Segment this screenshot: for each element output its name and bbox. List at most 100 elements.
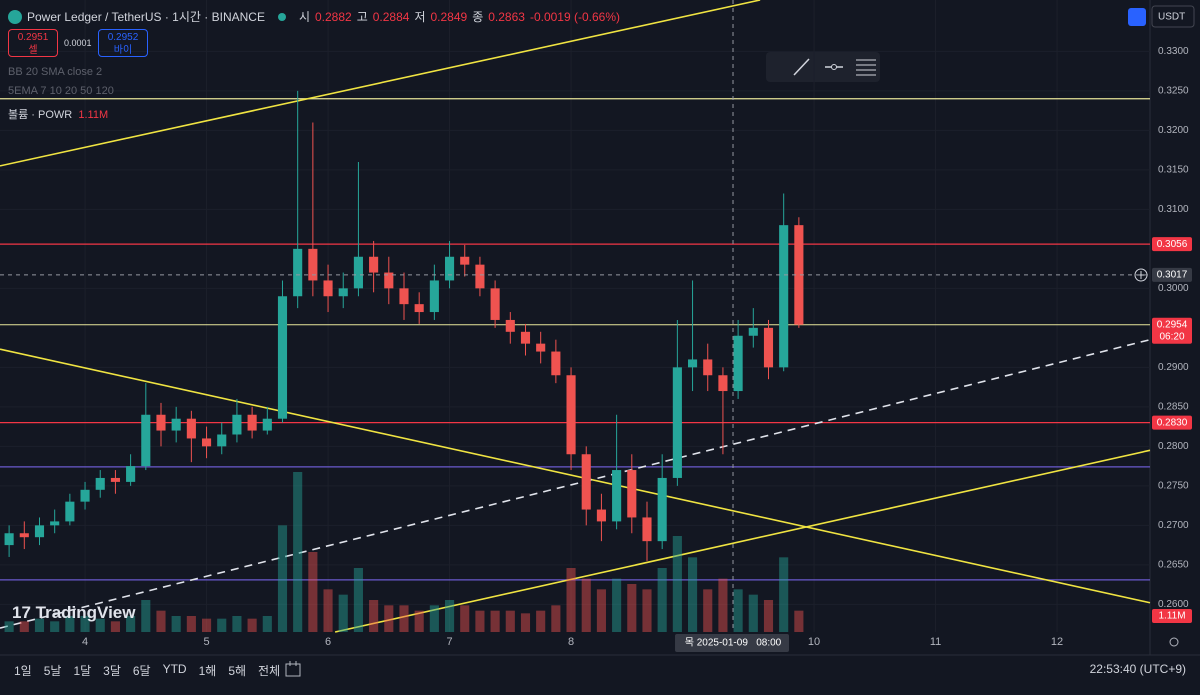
candle-body [794,225,804,325]
volume-bar [217,618,227,632]
volume-bar [520,613,531,632]
volume-bar [581,578,591,632]
candle-body [141,414,151,467]
volume-bar [429,605,439,632]
candle-body [536,343,546,352]
clock: 22:53:40 (UTC+9) [1089,662,1186,676]
candle-body [126,466,136,482]
volume-bar [475,610,485,632]
y-tick-label: 0.3100 [1158,204,1189,215]
candle-body [672,367,682,478]
price-tag [1152,267,1192,282]
candle-body [95,477,105,490]
volume-bar [794,610,804,632]
price-tag [1152,609,1192,623]
candle-body [763,327,774,368]
volume-bar [171,616,181,632]
candle-body [353,256,363,289]
volume-bar [779,557,789,632]
currency[interactable]: USDT [1158,12,1185,23]
volume-indicator[interactable]: 볼륨 · POWR 1.11M [8,106,108,122]
volume-bar [186,616,196,632]
currency-box[interactable] [1151,5,1195,28]
range-button[interactable]: 6달 [132,664,151,678]
trendline [0,338,1151,629]
range-button[interactable]: 5날 [43,664,62,678]
indicator[interactable]: 5EMA 7 10 20 50 120 [8,85,114,97]
tool-trend[interactable] [793,58,810,76]
candle-body [718,375,728,392]
volume-bar [353,568,363,632]
range-button[interactable]: YTD [162,662,187,676]
candle-body [703,359,713,376]
watermark-text: TradingView [35,603,136,622]
volume-bar [65,616,75,632]
candle-body [627,470,637,518]
range-button[interactable]: 5해 [228,664,247,678]
drawing-toolbar[interactable] [766,52,880,82]
candle-body [186,418,196,439]
watermark: 17 TradingView [12,603,136,622]
x-tick-label: 6 [325,636,331,648]
volume-bar [4,621,14,632]
candle-body [551,351,561,376]
candle-body [779,225,789,368]
ohlc-value: 0.2884 [372,9,410,24]
candle-body [19,533,29,538]
date-range-icon[interactable] [285,661,301,677]
snapshot-btn[interactable] [1128,8,1146,26]
y-tick-label: 0.2800 [1158,441,1189,452]
volume-bar [308,552,318,632]
candle-body [384,272,394,289]
volume-bar [50,621,60,632]
candle-body [262,418,272,431]
y-tick-label: 0.2700 [1158,520,1189,531]
candle-body [612,470,622,522]
price-tag-label: 1.11M [1158,611,1185,622]
sell-button[interactable]: 0.2951 셀 [8,29,58,57]
volume-bar [596,589,606,632]
candle-body [171,418,181,431]
price-tag-label: 0.3017 [1157,270,1188,281]
volume-bar [657,568,667,632]
volume-bar [444,600,455,632]
ohlc-value: 0.2882 [315,9,352,24]
volume-value: 1.11M [78,109,109,121]
volume-bar [201,618,212,632]
crosshair-x-label: 목 2025-01-09 08:00 [685,637,782,649]
volume-bar [141,600,151,632]
y-tick-label: 0.2600 [1158,599,1189,610]
price-tag [1152,317,1192,344]
ohlc-label: 저 [414,10,426,24]
range-button[interactable]: 3달 [103,664,121,678]
settings-gear[interactable] [1169,637,1179,647]
candle-body [232,414,242,435]
candle-body [110,477,120,482]
volume-bar [126,616,136,632]
buy-button[interactable]: 0.2952 바이 [98,29,148,57]
ohlc-label: 고 [356,10,368,24]
range-button[interactable]: 1해 [198,664,217,678]
symbol[interactable]: Power Ledger / TetherUS · 1시간 · BINANCE [27,10,265,24]
indicator[interactable]: BB 20 SMA close 2 [8,66,103,78]
range-button[interactable]: 전체 [258,664,281,678]
candle-body [323,280,333,297]
candle-body [369,256,379,273]
volume-bar [505,610,515,632]
sell-price: 0.2951 [17,32,49,43]
tool-hline-dot [831,64,837,70]
candle-body [80,489,90,502]
candle-body [581,454,591,510]
range-button[interactable]: 1달 [73,664,92,678]
legend: Power Ledger / TetherUS · 1시간 · BINANCE … [8,8,620,25]
sell-label: 셀 [28,45,38,56]
range-button[interactable]: 1일 [14,664,32,678]
candle-body [338,288,348,297]
y-tick-label: 0.3200 [1158,125,1189,136]
tool-settings[interactable] [856,59,876,76]
x-tick-label: 7 [446,636,452,648]
volume-bar [369,600,379,632]
candle-body [596,509,606,522]
